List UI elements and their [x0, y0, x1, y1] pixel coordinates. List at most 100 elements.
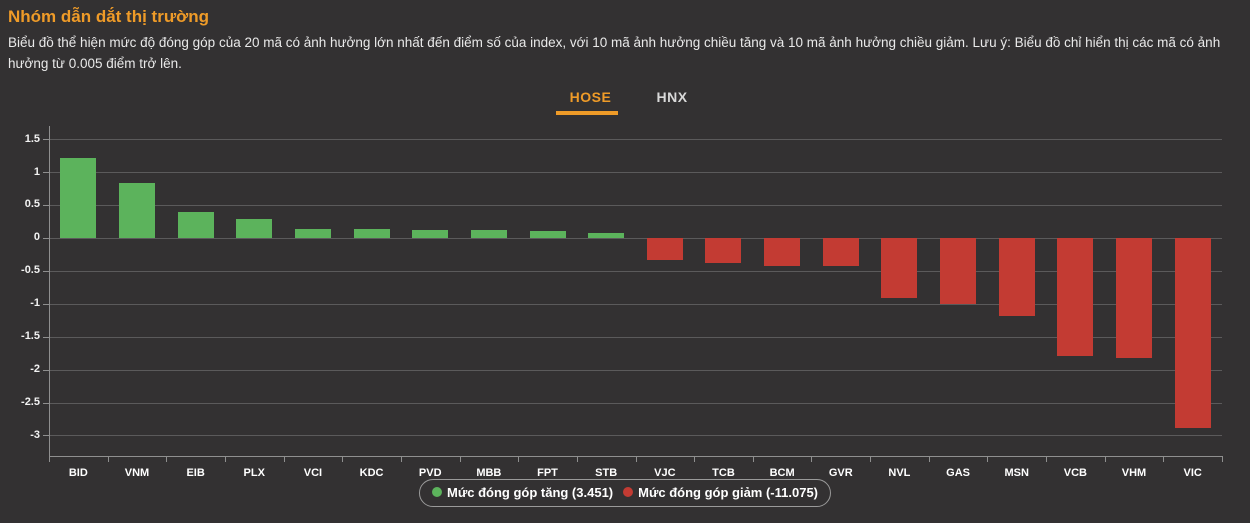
y-axis-label--1.5: -1.5: [21, 330, 40, 343]
bar-MBB[interactable]: [470, 229, 507, 238]
x-tick-mark: [224, 455, 226, 462]
y-tick-mark: [43, 172, 49, 173]
tab-hnx[interactable]: HNX: [652, 87, 691, 107]
tab-hose[interactable]: HOSE: [556, 87, 622, 117]
bar-GAS[interactable]: [940, 237, 977, 305]
gridline-1: [49, 172, 1222, 173]
bar-VCI[interactable]: [294, 229, 331, 238]
page-title: Nhóm dẫn dắt thị trường: [8, 7, 209, 26]
x-axis-label-FPT: FPT: [537, 466, 558, 479]
x-tick-mark: [635, 455, 637, 462]
y-axis-label-1: 1: [33, 165, 40, 178]
bar-PLX[interactable]: [236, 219, 273, 238]
x-tick-mark: [342, 455, 344, 462]
x-tick-mark: [1104, 455, 1106, 462]
bar-VCB[interactable]: [1057, 237, 1094, 357]
bar-VNM[interactable]: [118, 183, 155, 238]
bar-KDC[interactable]: [353, 229, 390, 238]
x-tick-mark: [166, 455, 168, 462]
gridline-1.5: [49, 139, 1222, 141]
x-tick-mark: [694, 455, 696, 462]
x-axis-label-NVL: NVL: [888, 466, 911, 479]
tab-hose-label: HOSE: [569, 88, 612, 105]
bar-BCM[interactable]: [764, 237, 801, 266]
x-tick-mark: [400, 455, 402, 462]
x-tick-mark: [576, 455, 578, 462]
x-axis-label-VHM: VHM: [1121, 466, 1147, 479]
x-tick-mark: [459, 455, 461, 462]
y-tick-mark: [43, 435, 49, 437]
bar-VJC[interactable]: [646, 237, 683, 261]
y-axis-label--3: -3: [30, 428, 40, 441]
bar-PVD[interactable]: [412, 229, 449, 238]
gridline-0.5: [49, 204, 1222, 206]
bar-NVL[interactable]: [881, 237, 918, 299]
x-axis-label-EIB: EIB: [186, 466, 205, 479]
x-axis-label-VCB: VCB: [1063, 466, 1087, 479]
y-tick-mark: [43, 336, 49, 338]
y-tick-mark: [43, 139, 49, 141]
bar-VIC[interactable]: [1174, 237, 1211, 428]
y-tick-mark: [43, 303, 49, 305]
y-axis-label--2.5: -2.5: [21, 396, 40, 408]
x-axis-label-BCM: BCM: [769, 466, 795, 479]
exchange-tabs: HOSE HNX: [0, 87, 1250, 121]
x-axis-label-MSN: MSN: [1004, 466, 1029, 479]
x-axis-label-VCI: VCI: [303, 466, 323, 479]
x-axis-label-PLX: PLX: [243, 466, 265, 479]
bar-STB[interactable]: [588, 232, 625, 238]
y-axis-label--1: -1: [30, 297, 40, 310]
bar-TCB[interactable]: [705, 237, 742, 263]
y-axis-label--2: -2: [30, 363, 40, 376]
x-tick-mark: [811, 455, 813, 462]
x-tick-mark: [518, 455, 520, 462]
y-axis-label-0: 0: [33, 231, 40, 244]
x-axis-label-VNM: VNM: [124, 466, 150, 479]
x-axis-label-VIC: VIC: [1183, 466, 1202, 479]
x-tick-mark: [1163, 455, 1165, 462]
x-axis-label-STB: STB: [595, 466, 618, 479]
gridline--2: [49, 369, 1222, 371]
x-axis-label-VJC: VJC: [654, 466, 676, 479]
y-axis-label--0.5: -0.5: [21, 264, 40, 277]
y-axis-label-0.5: 0.5: [24, 198, 40, 211]
x-tick-mark: [752, 455, 754, 462]
x-tick-mark: [1222, 455, 1223, 462]
chart-legend: Mức đóng góp tăng (3.451) Mức đóng góp g…: [418, 478, 832, 507]
gridline--1.5: [49, 336, 1222, 338]
bar-BID[interactable]: [60, 158, 97, 238]
x-axis-label-BID: BID: [68, 466, 88, 479]
legend-up-label: Mức đóng góp tăng (3.451): [446, 484, 614, 500]
x-axis-label-GAS: GAS: [946, 466, 970, 479]
y-axis-line: [49, 125, 50, 456]
bar-VHM[interactable]: [1116, 237, 1153, 359]
x-tick-mark: [870, 455, 872, 462]
legend-item-down[interactable]: Mức đóng góp giảm (-11.075): [623, 485, 818, 500]
x-tick-mark: [107, 455, 109, 462]
gridline--0.5: [49, 270, 1222, 272]
legend-item-up[interactable]: Mức đóng góp tăng (3.451): [431, 484, 614, 500]
legend-down-label: Mức đóng góp giảm (-11.075): [638, 484, 819, 500]
gridline-0: [49, 237, 1222, 239]
gridline--2.5: [49, 402, 1222, 404]
bar-GVR[interactable]: [822, 237, 859, 267]
x-tick-mark: [1046, 455, 1048, 462]
legend-up-dot: [431, 487, 442, 498]
tab-hnx-label: HNX: [656, 88, 688, 105]
y-tick-mark: [43, 369, 49, 371]
x-tick-mark: [283, 455, 285, 462]
x-axis-label-KDC: KDC: [359, 466, 384, 479]
chart-description: Biểu đồ thể hiện mức độ đóng góp của 20 …: [8, 35, 1221, 71]
y-tick-mark: [43, 237, 49, 239]
bar-FPT[interactable]: [529, 231, 566, 238]
bar-MSN[interactable]: [998, 237, 1035, 316]
x-tick-mark: [928, 455, 930, 462]
x-axis-label-GVR: GVR: [828, 466, 853, 479]
y-tick-mark: [43, 270, 49, 272]
active-tab-underline: [556, 110, 619, 115]
bar-EIB[interactable]: [177, 211, 214, 238]
contribution-chart: Mức đóng góp tăng (3.451) Mức đóng góp g…: [0, 121, 1250, 519]
header: Nhóm dẫn dắt thị trường Biểu đồ thể hiện…: [0, 0, 1250, 75]
y-tick-mark: [43, 204, 49, 206]
legend-down-dot: [623, 487, 634, 498]
